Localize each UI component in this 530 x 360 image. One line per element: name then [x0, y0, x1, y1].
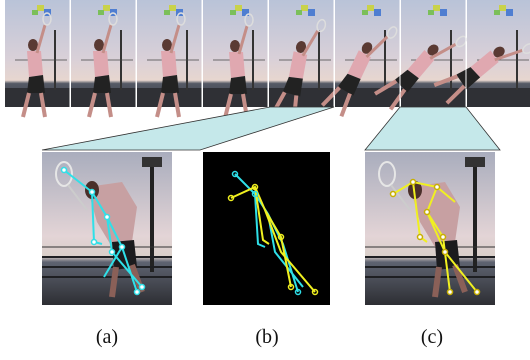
panel-label: (b): [255, 326, 278, 348]
panel-label: (c): [421, 326, 443, 348]
figure: (a) (b) (c): [0, 0, 530, 360]
panel-a: [42, 152, 172, 305]
panel-b: [203, 152, 330, 305]
filmstrip: [5, 0, 530, 121]
panel-c: [365, 152, 495, 305]
page: (a) (b) (c) (() => { const data = JSON.p…: [0, 0, 530, 360]
panel-label: (a): [96, 326, 118, 348]
